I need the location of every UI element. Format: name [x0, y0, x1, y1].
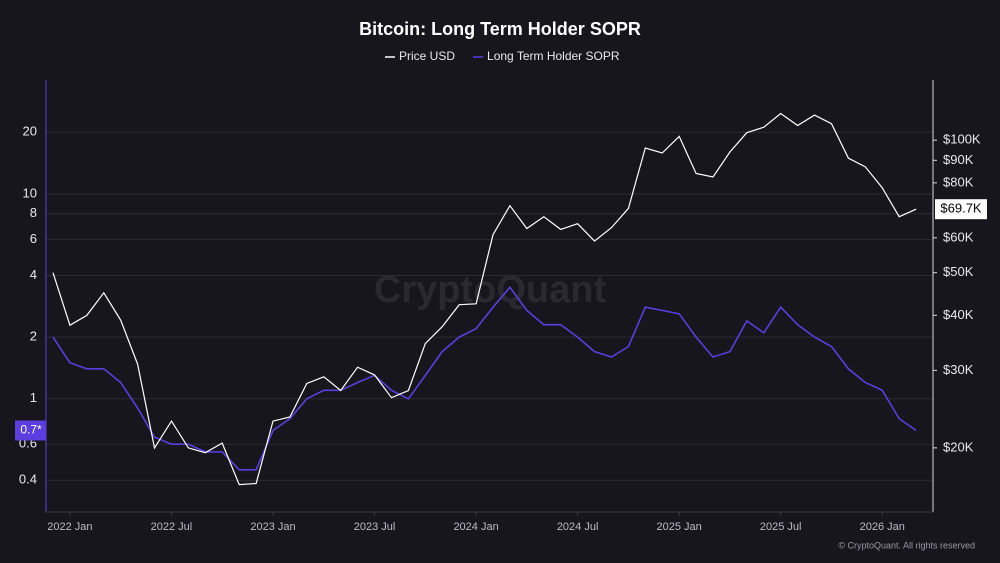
y2-tick-label: $50K	[943, 264, 974, 279]
x-tick-label: 2023 Jan	[250, 521, 295, 533]
chart-title: Bitcoin: Long Term Holder SOPR	[359, 19, 641, 39]
x-tick-label: 2026 Jan	[860, 521, 905, 533]
y-tick-label: 8	[30, 205, 37, 220]
last-value-label: $69.7K	[940, 201, 982, 216]
y-tick-label: 4	[30, 267, 37, 282]
x-tick-label: 2024 Jul	[557, 521, 599, 533]
y2-tick-label: $40K	[943, 307, 974, 322]
x-tick-label: 2024 Jan	[453, 521, 498, 533]
x-tick-label: 2025 Jul	[760, 521, 802, 533]
y2-tick-label: $80K	[943, 174, 974, 189]
y2-tick-label: $30K	[943, 362, 974, 377]
series-line	[52, 112, 917, 486]
legend-label: Long Term Holder SOPR	[487, 49, 620, 63]
y-tick-label: 2	[30, 329, 37, 344]
y2-tick-label: $60K	[943, 229, 974, 244]
y2-tick-label: $100K	[943, 132, 981, 147]
last-value-label: 0.7*	[20, 423, 42, 437]
source: © CryptoQuant. All rights reserved	[838, 540, 975, 550]
x-tick-label: 2025 Jan	[657, 521, 702, 533]
y2-tick-label: $90K	[943, 152, 974, 167]
last-value-box	[935, 199, 987, 220]
series-line	[52, 286, 917, 471]
x-tick-label: 2023 Jul	[354, 521, 396, 533]
y-tick-label: 6	[30, 231, 37, 246]
y-tick-label: 0.4	[19, 472, 37, 487]
watermark: CryptoQuant	[374, 269, 607, 311]
last-value-box	[15, 420, 46, 441]
x-tick-label: 2022 Jan	[47, 521, 92, 533]
y2-tick-label: $20K	[943, 439, 974, 454]
y-tick-label: 20	[23, 124, 37, 139]
y-tick-label: 1	[30, 390, 37, 405]
x-tick-label: 2022 Jul	[151, 521, 193, 533]
legend-label: Price USD	[399, 49, 455, 63]
y-tick-label: 10	[23, 185, 37, 200]
